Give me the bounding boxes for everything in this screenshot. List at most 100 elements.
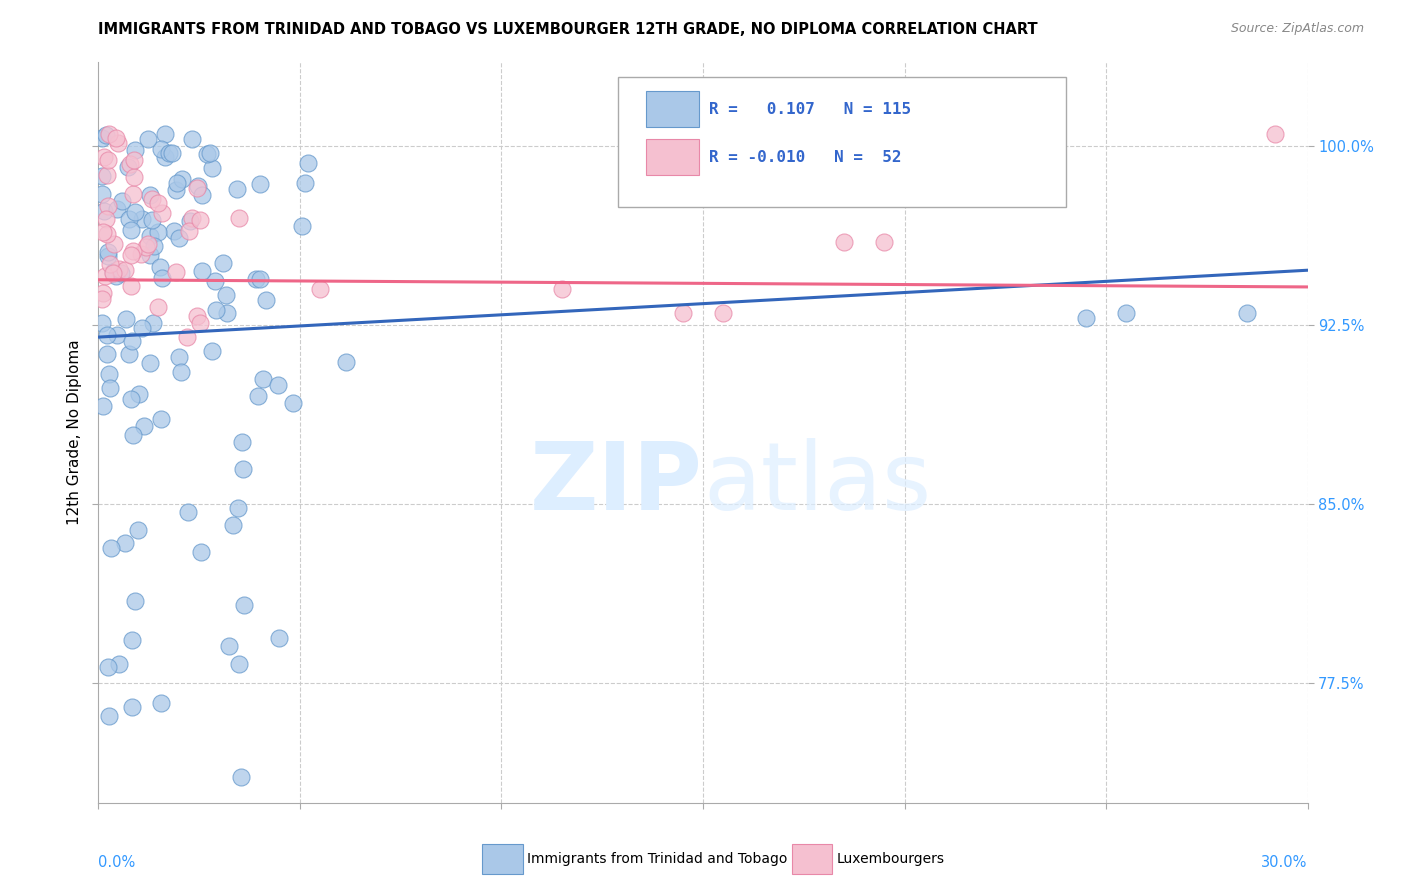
Point [138, 228, 160, 243]
Point [120, 279, 142, 293]
Point [117, 160, 139, 174]
Point [170, 365, 193, 379]
Point [1115, 306, 1137, 320]
Point [247, 389, 270, 403]
Point [155, 127, 177, 141]
Point [96, 347, 118, 361]
Point [215, 306, 238, 320]
Point [97, 245, 120, 260]
Point [121, 334, 143, 348]
Point [100, 381, 122, 395]
Point [150, 206, 173, 220]
Point [157, 146, 180, 161]
Point [201, 344, 224, 359]
Point [124, 143, 146, 157]
FancyBboxPatch shape [647, 91, 699, 127]
Point [101, 266, 124, 280]
FancyBboxPatch shape [647, 138, 699, 175]
Point [181, 131, 204, 145]
Point [1264, 127, 1286, 141]
Point [91, 292, 114, 306]
Point [97, 128, 120, 142]
Point [98, 368, 121, 382]
Point [91, 186, 114, 201]
Point [122, 244, 145, 258]
Point [672, 306, 695, 320]
Point [136, 132, 159, 146]
Point [138, 247, 160, 261]
Point [190, 316, 212, 330]
Point [233, 599, 256, 613]
Point [120, 248, 142, 262]
Point [266, 377, 288, 392]
Point [191, 264, 214, 278]
Point [249, 178, 271, 192]
Point [91, 399, 114, 413]
Point [97, 153, 120, 168]
Point [153, 150, 176, 164]
Point [711, 306, 734, 320]
Point [188, 213, 211, 227]
Point [254, 293, 277, 307]
Point [93, 150, 115, 164]
Point [139, 355, 162, 369]
Point [107, 202, 129, 216]
Point [110, 194, 132, 209]
Point [91, 317, 114, 331]
Point [103, 236, 125, 251]
Point [176, 330, 198, 344]
Point [141, 192, 163, 206]
Point [104, 269, 127, 284]
Point [114, 536, 136, 550]
Point [120, 392, 142, 407]
Point [98, 257, 121, 271]
Text: R =   0.107   N = 115: R = 0.107 N = 115 [709, 102, 911, 117]
Point [115, 311, 138, 326]
Text: IMMIGRANTS FROM TRINIDAD AND TOBAGO VS LUXEMBOURGER 12TH GRADE, NO DIPLOMA CORRE: IMMIGRANTS FROM TRINIDAD AND TOBAGO VS L… [98, 22, 1038, 37]
Point [91, 225, 114, 239]
Point [232, 462, 254, 476]
Point [121, 632, 143, 647]
Point [96, 227, 118, 242]
Point [222, 518, 245, 533]
Point [146, 300, 169, 314]
Point [105, 327, 128, 342]
Point [167, 231, 190, 245]
Point [139, 188, 162, 202]
Point [165, 265, 187, 279]
Point [104, 131, 127, 145]
Point [291, 219, 314, 234]
Y-axis label: 12th Grade, No Diploma: 12th Grade, No Diploma [66, 340, 82, 525]
Point [218, 640, 240, 654]
Point [252, 372, 274, 386]
Point [197, 146, 219, 161]
Point [122, 170, 145, 185]
Point [94, 268, 117, 283]
Text: ZIP: ZIP [530, 439, 703, 531]
Point [143, 239, 166, 253]
Point [122, 428, 145, 442]
Point [180, 211, 202, 225]
Point [128, 386, 150, 401]
Point [177, 224, 200, 238]
Point [97, 199, 120, 213]
Point [132, 419, 155, 434]
Text: 0.0%: 0.0% [98, 855, 135, 871]
Point [163, 223, 186, 237]
Point [166, 176, 188, 190]
Text: Source: ZipAtlas.com: Source: ZipAtlas.com [1230, 22, 1364, 36]
Point [186, 309, 208, 323]
Point [122, 186, 145, 201]
Point [170, 171, 193, 186]
Point [225, 182, 247, 196]
Point [149, 141, 172, 155]
Point [190, 545, 212, 559]
Point [148, 260, 170, 274]
Point [229, 770, 252, 784]
Point [101, 265, 124, 279]
Point [201, 161, 224, 175]
Point [167, 350, 190, 364]
Point [96, 128, 118, 142]
Point [122, 153, 145, 167]
Point [124, 204, 146, 219]
